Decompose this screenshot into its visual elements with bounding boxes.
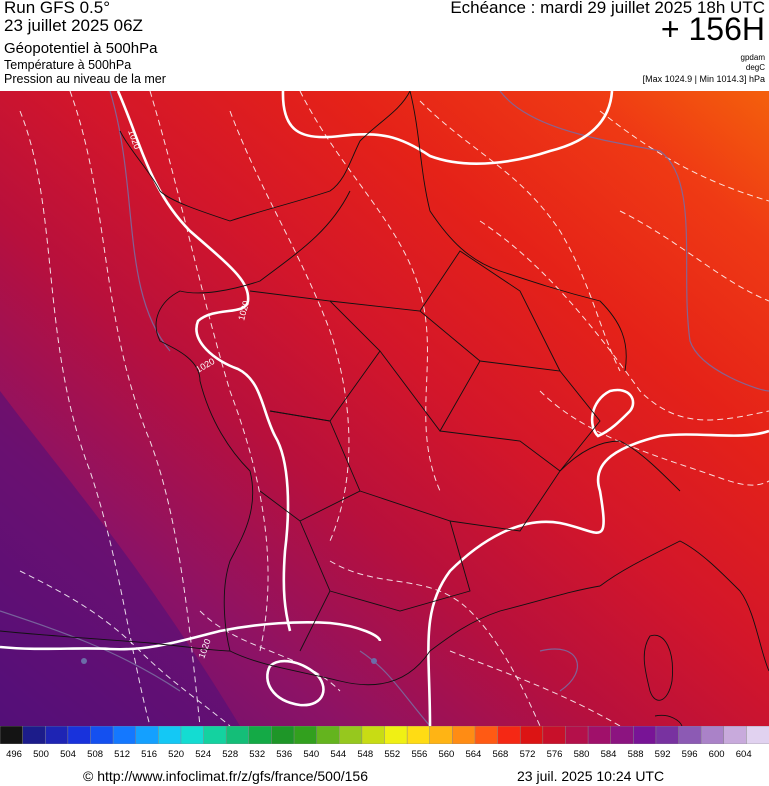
pressure-center-marker: [81, 658, 87, 664]
scale-swatch: [271, 726, 295, 744]
scale-swatch: [519, 726, 544, 744]
scale-swatch: [723, 726, 748, 744]
footer-url[interactable]: © http://www.infoclimat.fr/z/gfs/france/…: [83, 768, 368, 784]
scale-tick-label: 584: [600, 749, 617, 760]
scale-tick-label: 524: [195, 749, 212, 760]
scale-swatch: [406, 726, 431, 744]
lead-time: + 156H: [660, 11, 765, 47]
scale-tick-label: 508: [87, 749, 104, 760]
scale-swatch: [44, 726, 69, 744]
isobars: [0, 91, 769, 726]
weather-map: 1020 1020 1020 1020: [0, 91, 769, 726]
place-markers: [81, 658, 377, 664]
layer-temperature: Température à 500hPa: [4, 58, 132, 72]
scale-swatch: [384, 726, 408, 744]
valid-time: Echéance : mardi 29 juillet 2025 18h UTC: [450, 0, 765, 17]
run-date: 23 juillet 2025 06Z: [4, 16, 143, 35]
scale-swatch: [587, 726, 612, 744]
scale-swatch: [610, 726, 635, 744]
scale-tick-label: 512: [114, 749, 131, 760]
scale-tick-label: 592: [654, 749, 671, 760]
scale-swatch: [497, 726, 521, 744]
scale-swatch: [429, 726, 454, 744]
scale-tick-label: 576: [546, 749, 563, 760]
scale-tick-label: 544: [330, 749, 347, 760]
scale-swatch: [203, 726, 227, 744]
pressure-center-marker: [371, 658, 377, 664]
isobar-1020: [0, 91, 769, 726]
scale-swatch: [678, 726, 702, 744]
scale-swatch: [293, 726, 318, 744]
scale-tick-label: 536: [276, 749, 293, 760]
scale-tick-label: 556: [411, 749, 428, 760]
unit-temperature: degC: [745, 63, 765, 72]
pressure-range: [Max 1024.9 | Min 1014.3] hPa: [642, 74, 765, 84]
scale-swatch: [22, 726, 46, 744]
scale-tick-label: 604: [735, 749, 752, 760]
scale-swatch: [633, 726, 657, 744]
scale-tick-label: 504: [60, 749, 76, 760]
color-scale: [0, 726, 769, 744]
scale-tick-label: 552: [384, 749, 401, 760]
scale-tick-label: 540: [303, 749, 320, 760]
scale-swatch: [339, 726, 363, 744]
scale-tick-label: 600: [708, 749, 725, 760]
scale-swatch: [452, 726, 476, 744]
scale-tick-label: 496: [6, 749, 22, 760]
layer-pressure: Pression au niveau de la mer: [4, 72, 166, 86]
scale-swatch: [225, 726, 250, 744]
scale-swatch: [135, 726, 160, 744]
scale-swatch: [67, 726, 92, 744]
scale-tick-label: 580: [573, 749, 590, 760]
scale-tick-label: 528: [222, 749, 239, 760]
color-scale-labels: 496 500 504 508 512 516 520 524 528 532 536 540 544 5…: [0, 749, 769, 761]
scale-tick-label: 564: [465, 749, 482, 760]
scale-swatch: [474, 726, 499, 744]
scale-tick-label: 548: [357, 749, 374, 760]
scale-swatch: [700, 726, 725, 744]
scale-tick-label: 532: [249, 749, 266, 760]
scale-swatch: [316, 726, 341, 744]
scale-swatch: [565, 726, 589, 744]
scale-swatch: [112, 726, 137, 744]
scale-swatch: [655, 726, 680, 744]
layer-geopotential: Géopotentiel à 500hPa: [4, 40, 158, 57]
scale-swatch: [542, 726, 567, 744]
scale-swatch: [746, 726, 769, 744]
scale-tick-label: 560: [438, 749, 455, 760]
scale-tick-label: 500: [33, 749, 49, 760]
isotherms: [19, 91, 769, 726]
unit-geopotential: gpdam: [740, 53, 765, 62]
coastlines: [0, 91, 769, 726]
scale-tick-label: 588: [627, 749, 644, 760]
scale-swatch: [90, 726, 114, 744]
scale-tick-label: 572: [519, 749, 536, 760]
scale-swatch: [180, 726, 205, 744]
run-title: Run GFS 0.5°: [4, 0, 111, 17]
scale-swatch: [361, 726, 386, 744]
scale-swatch: [0, 726, 24, 744]
footer-generated-time: 23 juil. 2025 10:24 UTC: [517, 768, 665, 784]
scale-tick-label: 596: [681, 749, 698, 760]
scale-swatch: [158, 726, 182, 744]
scale-swatch: [248, 726, 273, 744]
scale-tick-label: 516: [141, 749, 158, 760]
scale-tick-label: 568: [492, 749, 509, 760]
scale-tick-label: 520: [168, 749, 185, 760]
